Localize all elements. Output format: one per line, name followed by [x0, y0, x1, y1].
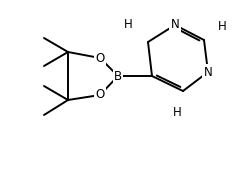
- Text: N: N: [171, 18, 179, 31]
- Text: O: O: [95, 89, 105, 102]
- Text: B: B: [114, 69, 122, 82]
- Text: O: O: [95, 52, 105, 65]
- Text: H: H: [173, 106, 181, 119]
- Text: H: H: [124, 18, 132, 31]
- Text: H: H: [218, 19, 226, 32]
- Text: N: N: [204, 66, 212, 78]
